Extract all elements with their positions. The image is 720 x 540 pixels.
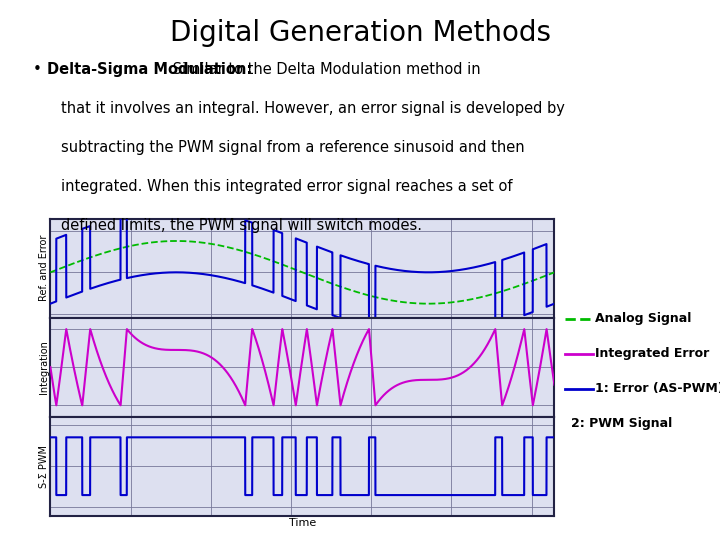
Text: subtracting the PWM signal from a reference sinusoid and then: subtracting the PWM signal from a refere… <box>61 140 525 155</box>
Y-axis label: Ref. and Error: Ref. and Error <box>39 235 49 301</box>
Text: Integrated Error: Integrated Error <box>595 347 710 360</box>
Y-axis label: Integration: Integration <box>39 340 49 394</box>
Text: integrated. When this integrated error signal reaches a set of: integrated. When this integrated error s… <box>61 179 513 194</box>
Text: 2: PWM Signal: 2: PWM Signal <box>571 417 672 430</box>
Text: •: • <box>32 62 41 77</box>
Text: Digital Generation Methods: Digital Generation Methods <box>169 19 551 47</box>
Text: that it involves an integral. However, an error signal is developed by: that it involves an integral. However, a… <box>61 101 565 116</box>
Text: Analog Signal: Analog Signal <box>595 312 692 325</box>
Y-axis label: S-Σ PWM: S-Σ PWM <box>39 445 49 488</box>
Text: defined limits, the PWM signal will switch modes.: defined limits, the PWM signal will swit… <box>61 218 422 233</box>
X-axis label: Time: Time <box>289 518 316 529</box>
Text: Delta-Sigma Modulation:: Delta-Sigma Modulation: <box>47 62 252 77</box>
Text: 1: Error (AS-PWM): 1: Error (AS-PWM) <box>595 382 720 395</box>
Text: Similar to the Delta Modulation method in: Similar to the Delta Modulation method i… <box>168 62 480 77</box>
